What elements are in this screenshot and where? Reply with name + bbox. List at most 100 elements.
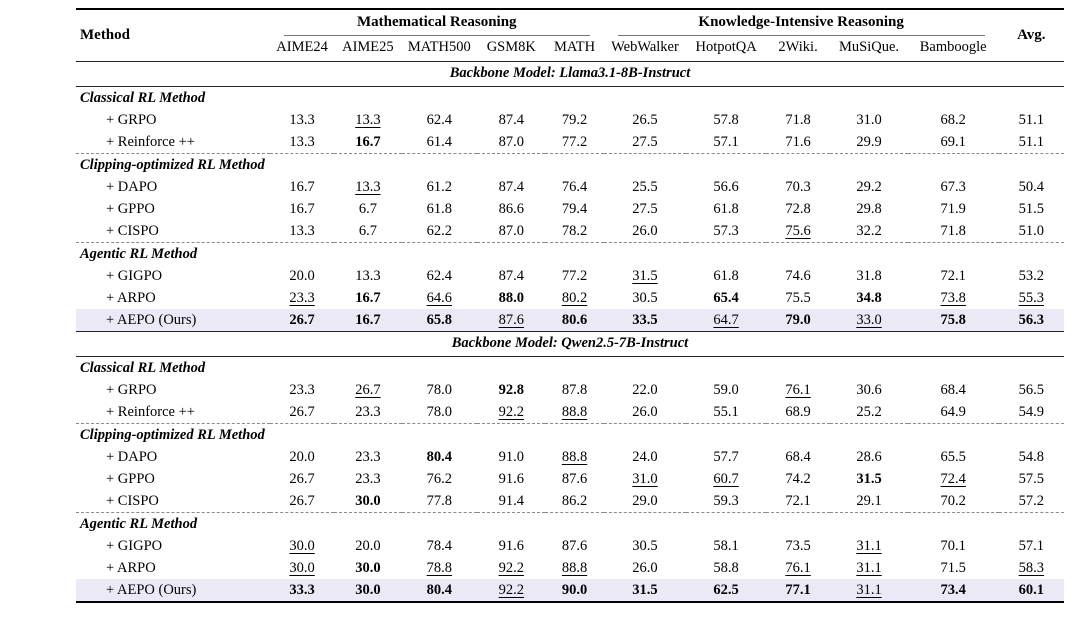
column-header-row: AIME24 AIME25 MATH500 GSM8K MATH WebWalk… xyxy=(76,36,1064,62)
value-cell: 79.4 xyxy=(561,200,588,217)
value-cell: 59.3 xyxy=(686,490,766,513)
section-banner-row: Backbone Model: Qwen2.5-7B-Instruct xyxy=(76,331,1064,357)
value-cell: 54.9 xyxy=(998,401,1064,424)
value-cell: 13.3 xyxy=(355,267,381,284)
section-banner-label: Backbone Model: Qwen2.5-7B-Instruct xyxy=(76,331,1064,357)
value-cell: 68.2 xyxy=(940,111,966,128)
value-cell: 13.3 xyxy=(355,111,381,128)
value-cell: 31.5 xyxy=(856,470,882,487)
value-cell: 87.6 xyxy=(561,537,588,554)
group-label-knowledge: Knowledge-Intensive Reasoning xyxy=(617,14,985,36)
value-cell: 23.3 xyxy=(355,448,381,465)
value-cell: 13.3 xyxy=(289,111,315,128)
value-cell: 69.1 xyxy=(907,131,999,154)
value-cell: 30.0 xyxy=(355,559,381,576)
value-cell: 55.1 xyxy=(686,401,766,424)
value-cell: 64.9 xyxy=(907,401,999,424)
table-row: + ARPO 30.0 30.0 78.8 92.2 88.8 26.0 58.8 76.1 31… xyxy=(76,557,1064,579)
value-cell: 30.5 xyxy=(632,289,658,306)
value-cell: 60.7 xyxy=(713,470,739,487)
value-cell: 80.2 xyxy=(561,289,588,306)
value-cell: 58.8 xyxy=(713,559,739,576)
value-cell: 76.2 xyxy=(426,470,453,487)
value-cell: 92.2 xyxy=(498,559,524,576)
value-cell: 70.1 xyxy=(940,537,966,554)
column-header-webwalker: WebWalker xyxy=(611,39,679,55)
method-cell: + GPPO xyxy=(106,470,155,487)
subsection-label-row: Classical RL Method xyxy=(76,357,1064,380)
value-cell: 26.5 xyxy=(632,111,658,128)
value-cell: 51.1 xyxy=(998,131,1064,154)
column-header-musique: MuSiQue. xyxy=(838,39,900,55)
column-header-2wiki: 2Wiki. xyxy=(778,39,818,55)
value-cell: 78.4 xyxy=(426,537,453,554)
value-cell: 16.7 xyxy=(355,289,381,306)
value-cell: 87.0 xyxy=(477,131,546,154)
value-cell: 80.4 xyxy=(426,448,453,465)
table-row: + CISPO 13.3 6.7 62.2 87.0 78.2 26.0 57.3 75.6 32… xyxy=(76,220,1064,243)
value-cell: 25.2 xyxy=(830,401,908,424)
table-row: + DAPO 16.7 13.3 61.2 87.4 76.4 25.5 56.6 70.3 29… xyxy=(76,176,1064,198)
group-header-knowledge: Knowledge-Intensive Reasoning xyxy=(604,9,999,36)
value-cell: 58.1 xyxy=(713,537,739,554)
method-cell: + DAPO xyxy=(106,178,158,195)
value-cell: 88.8 xyxy=(545,401,604,424)
value-cell: 62.4 xyxy=(426,111,453,128)
value-cell: 33.0 xyxy=(856,311,882,328)
value-cell: 87.4 xyxy=(498,111,524,128)
method-cell: + DAPO xyxy=(106,448,158,465)
value-cell: 30.6 xyxy=(856,381,882,398)
value-cell: 31.5 xyxy=(632,267,658,284)
value-cell: 92.2 xyxy=(477,401,546,424)
value-cell: 76.1 xyxy=(785,559,811,576)
value-cell: 57.8 xyxy=(713,111,739,128)
value-cell: 71.8 xyxy=(785,111,811,128)
subsection-label-row: Agentic RL Method xyxy=(76,513,1064,536)
subsection-label: Agentic RL Method xyxy=(80,516,198,532)
table-row: + GPPO 16.7 6.7 61.8 86.6 79.4 27.5 61.8 72.8 29.… xyxy=(76,198,1064,220)
value-cell: 58.3 xyxy=(1018,559,1044,576)
value-cell: 61.8 xyxy=(713,200,739,217)
value-cell: 79.0 xyxy=(785,311,811,328)
value-cell: 56.6 xyxy=(713,178,739,195)
column-header-gsm8k: GSM8K xyxy=(486,39,536,55)
value-cell: 91.4 xyxy=(477,490,546,513)
method-cell: + GPPO xyxy=(106,200,155,217)
table-row: + GPPO 26.7 23.3 76.2 91.6 87.6 31.0 60.7 74.2 31… xyxy=(76,468,1064,490)
value-cell: 13.3 xyxy=(269,220,335,243)
value-cell: 75.8 xyxy=(940,311,966,328)
value-cell: 88.0 xyxy=(498,289,524,306)
value-cell: 25.5 xyxy=(632,178,658,195)
value-cell: 29.9 xyxy=(830,131,908,154)
value-cell: 31.8 xyxy=(856,267,882,284)
value-cell: 91.0 xyxy=(498,448,524,465)
value-cell: 65.5 xyxy=(940,448,966,465)
value-cell: 26.7 xyxy=(289,470,315,487)
value-cell: 57.5 xyxy=(1018,470,1044,487)
avg-column-header: Avg. xyxy=(1017,27,1046,43)
value-cell: 29.8 xyxy=(856,200,882,217)
value-cell: 30.0 xyxy=(334,490,402,513)
table-row: + Reinforce ++ 26.7 23.3 78.0 92.2 88.8 26.0 55… xyxy=(76,401,1064,424)
table-row: + GIGPO 20.0 13.3 62.4 87.4 77.2 31.5 61.8 74.6 3… xyxy=(76,265,1064,287)
value-cell: 76.4 xyxy=(561,178,588,195)
value-cell: 86.6 xyxy=(498,200,524,217)
value-cell: 61.8 xyxy=(713,267,739,284)
value-cell: 64.7 xyxy=(713,311,739,328)
subsection-label: Clipping-optimized RL Method xyxy=(80,427,265,443)
value-cell: 60.1 xyxy=(1018,581,1044,598)
value-cell: 13.3 xyxy=(355,178,381,195)
column-header-math500: MATH500 xyxy=(407,39,471,55)
table-row: + AEPO (Ours) 33.3 30.0 80.4 92.2 90.0 31.5 62.… xyxy=(76,579,1064,602)
method-cell: + GIGPO xyxy=(106,267,163,284)
group-label-math: Mathematical Reasoning xyxy=(283,14,590,36)
method-cell: + AEPO (Ours) xyxy=(106,311,197,328)
value-cell: 91.6 xyxy=(498,537,524,554)
value-cell: 70.2 xyxy=(907,490,999,513)
value-cell: 34.8 xyxy=(856,289,882,306)
value-cell: 88.8 xyxy=(561,559,588,576)
value-cell: 29.0 xyxy=(603,490,687,513)
value-cell: 68.4 xyxy=(940,381,966,398)
value-cell: 31.0 xyxy=(632,470,658,487)
value-cell: 78.2 xyxy=(545,220,604,243)
